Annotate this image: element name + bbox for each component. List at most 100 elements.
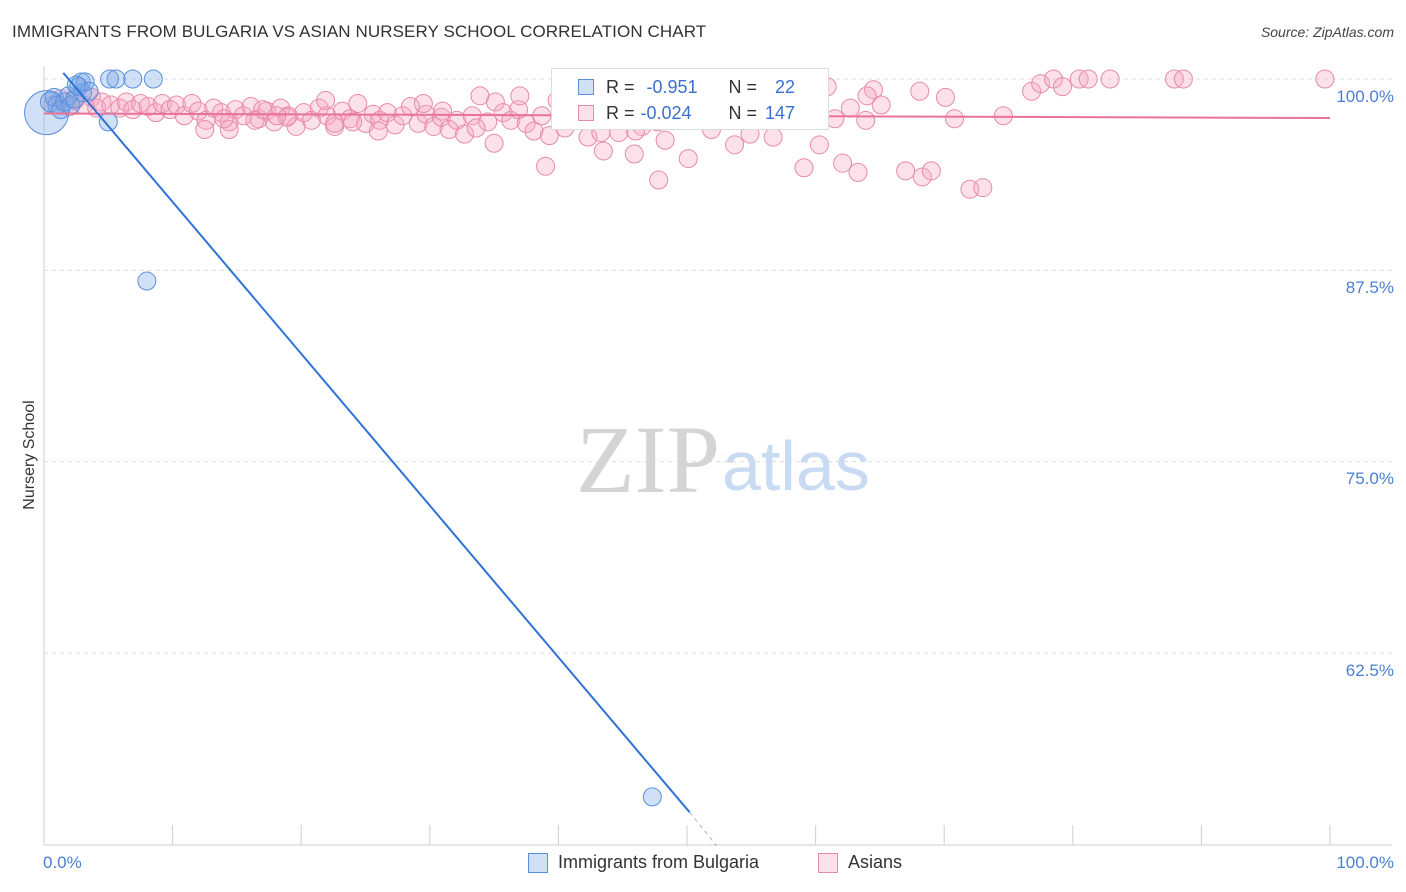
asians-point	[493, 103, 513, 123]
asians-point	[833, 153, 853, 173]
legend-row-asians: R = -0.024 N = 147	[578, 102, 795, 124]
asians-point	[1315, 69, 1335, 89]
bulgaria-point	[143, 69, 163, 89]
bulgaria-point	[137, 271, 157, 291]
legend-r-value: -0.024	[640, 102, 692, 123]
asians-point	[856, 110, 876, 130]
legend-swatch-blue	[578, 79, 594, 95]
asians-point	[725, 135, 745, 155]
asians-point	[484, 133, 504, 153]
watermark-zip: ZIP	[576, 406, 720, 513]
y-axis-label: Nursery School	[21, 400, 38, 510]
asians-point	[317, 106, 337, 126]
asians-point	[146, 103, 166, 123]
bulgaria-point	[123, 69, 143, 89]
asians-point	[316, 90, 336, 110]
gridlines	[44, 78, 1392, 654]
legend-r-label: R =	[606, 102, 635, 123]
asians-point	[794, 158, 814, 178]
y-tick-label: 75.0%	[1345, 469, 1394, 488]
asians-point	[510, 86, 530, 106]
asians-point	[433, 101, 453, 121]
asians-point	[368, 121, 388, 141]
asians-point	[332, 101, 352, 121]
asians-point	[413, 93, 433, 113]
bottom-legend-bulgaria[interactable]: Immigrants from Bulgaria	[528, 852, 759, 873]
bulgaria-point	[44, 87, 64, 107]
asians-point	[871, 95, 891, 115]
watermark-atlas: atlas	[722, 427, 870, 505]
bottom-legend-asians[interactable]: Asians	[818, 852, 902, 873]
asians-point	[301, 110, 321, 130]
asians-point	[485, 92, 505, 112]
bulgaria-point	[100, 69, 120, 89]
legend-row-bulgaria: R = -0.951 N = 22	[578, 76, 795, 98]
correlation-legend: R = -0.951 N = 22 R = -0.024 N = 147	[551, 68, 829, 130]
asians-point	[1053, 77, 1073, 97]
legend-n-label: N =	[728, 76, 758, 97]
asians-point	[840, 98, 860, 118]
x-tick-label: 0.0%	[43, 853, 82, 872]
legend-series-label: Immigrants from Bulgaria	[558, 852, 760, 872]
asians-point	[944, 109, 964, 129]
asians-point	[857, 86, 877, 106]
asians-point	[763, 127, 783, 147]
chart-title: IMMIGRANTS FROM BULGARIA VS ASIAN NURSER…	[12, 22, 707, 41]
asians-point	[138, 97, 158, 117]
legend-n-label: N =	[728, 102, 758, 123]
asians-point	[348, 93, 368, 113]
asians-point	[174, 106, 194, 126]
asians-point	[277, 107, 297, 127]
asians-point	[267, 106, 287, 126]
asians-point	[455, 124, 475, 144]
legend-n-value: 147	[765, 102, 796, 123]
y-tick-label: 62.5%	[1345, 661, 1394, 680]
asians-point	[377, 103, 397, 123]
asians-point	[593, 141, 613, 161]
legend-r-label: R =	[606, 76, 635, 97]
legend-swatch-blue	[528, 852, 548, 873]
asians-point	[182, 93, 202, 113]
asians-point	[993, 106, 1013, 126]
asians-point	[678, 149, 698, 169]
legend-r-value: -0.951	[646, 76, 698, 97]
asians-point	[536, 156, 556, 176]
asians-point	[370, 110, 390, 130]
bulgaria-point	[642, 787, 662, 807]
y-tick-label: 100.0%	[1336, 87, 1394, 106]
y-tick-label: 87.5%	[1345, 278, 1394, 297]
source-label: Source: ZipAtlas.com	[1260, 24, 1394, 40]
asians-point	[624, 144, 644, 164]
asians-point	[1100, 69, 1120, 89]
asians-point	[431, 107, 451, 127]
asians-point	[130, 93, 150, 113]
asians-point	[539, 126, 559, 146]
bulgaria-points	[24, 69, 662, 807]
asians-point	[524, 121, 544, 141]
asians-point	[245, 110, 265, 130]
x-tick-label: 100.0%	[1336, 853, 1394, 872]
bulgaria-point	[66, 75, 86, 95]
asians-point	[478, 112, 498, 132]
asians-point	[935, 87, 955, 107]
asians-point	[219, 112, 239, 132]
axes	[43, 66, 1392, 846]
asians-point	[910, 81, 930, 101]
asians-point	[87, 98, 107, 118]
asians-point	[1031, 74, 1051, 94]
asians-point	[921, 161, 941, 181]
asians-point	[278, 106, 298, 126]
asians-point	[325, 113, 345, 133]
legend-series-label: Asians	[848, 852, 903, 872]
asians-point	[809, 135, 829, 155]
asians-point	[309, 98, 329, 118]
legend-swatch-pink	[578, 105, 594, 121]
asians-point	[848, 162, 868, 182]
asians-point	[1173, 69, 1193, 89]
bulgaria-trend-line	[62, 72, 691, 813]
asians-point	[1078, 69, 1098, 89]
asians-point	[116, 92, 136, 112]
bulgaria-trend-extension	[689, 811, 717, 847]
asians-point	[214, 109, 234, 129]
